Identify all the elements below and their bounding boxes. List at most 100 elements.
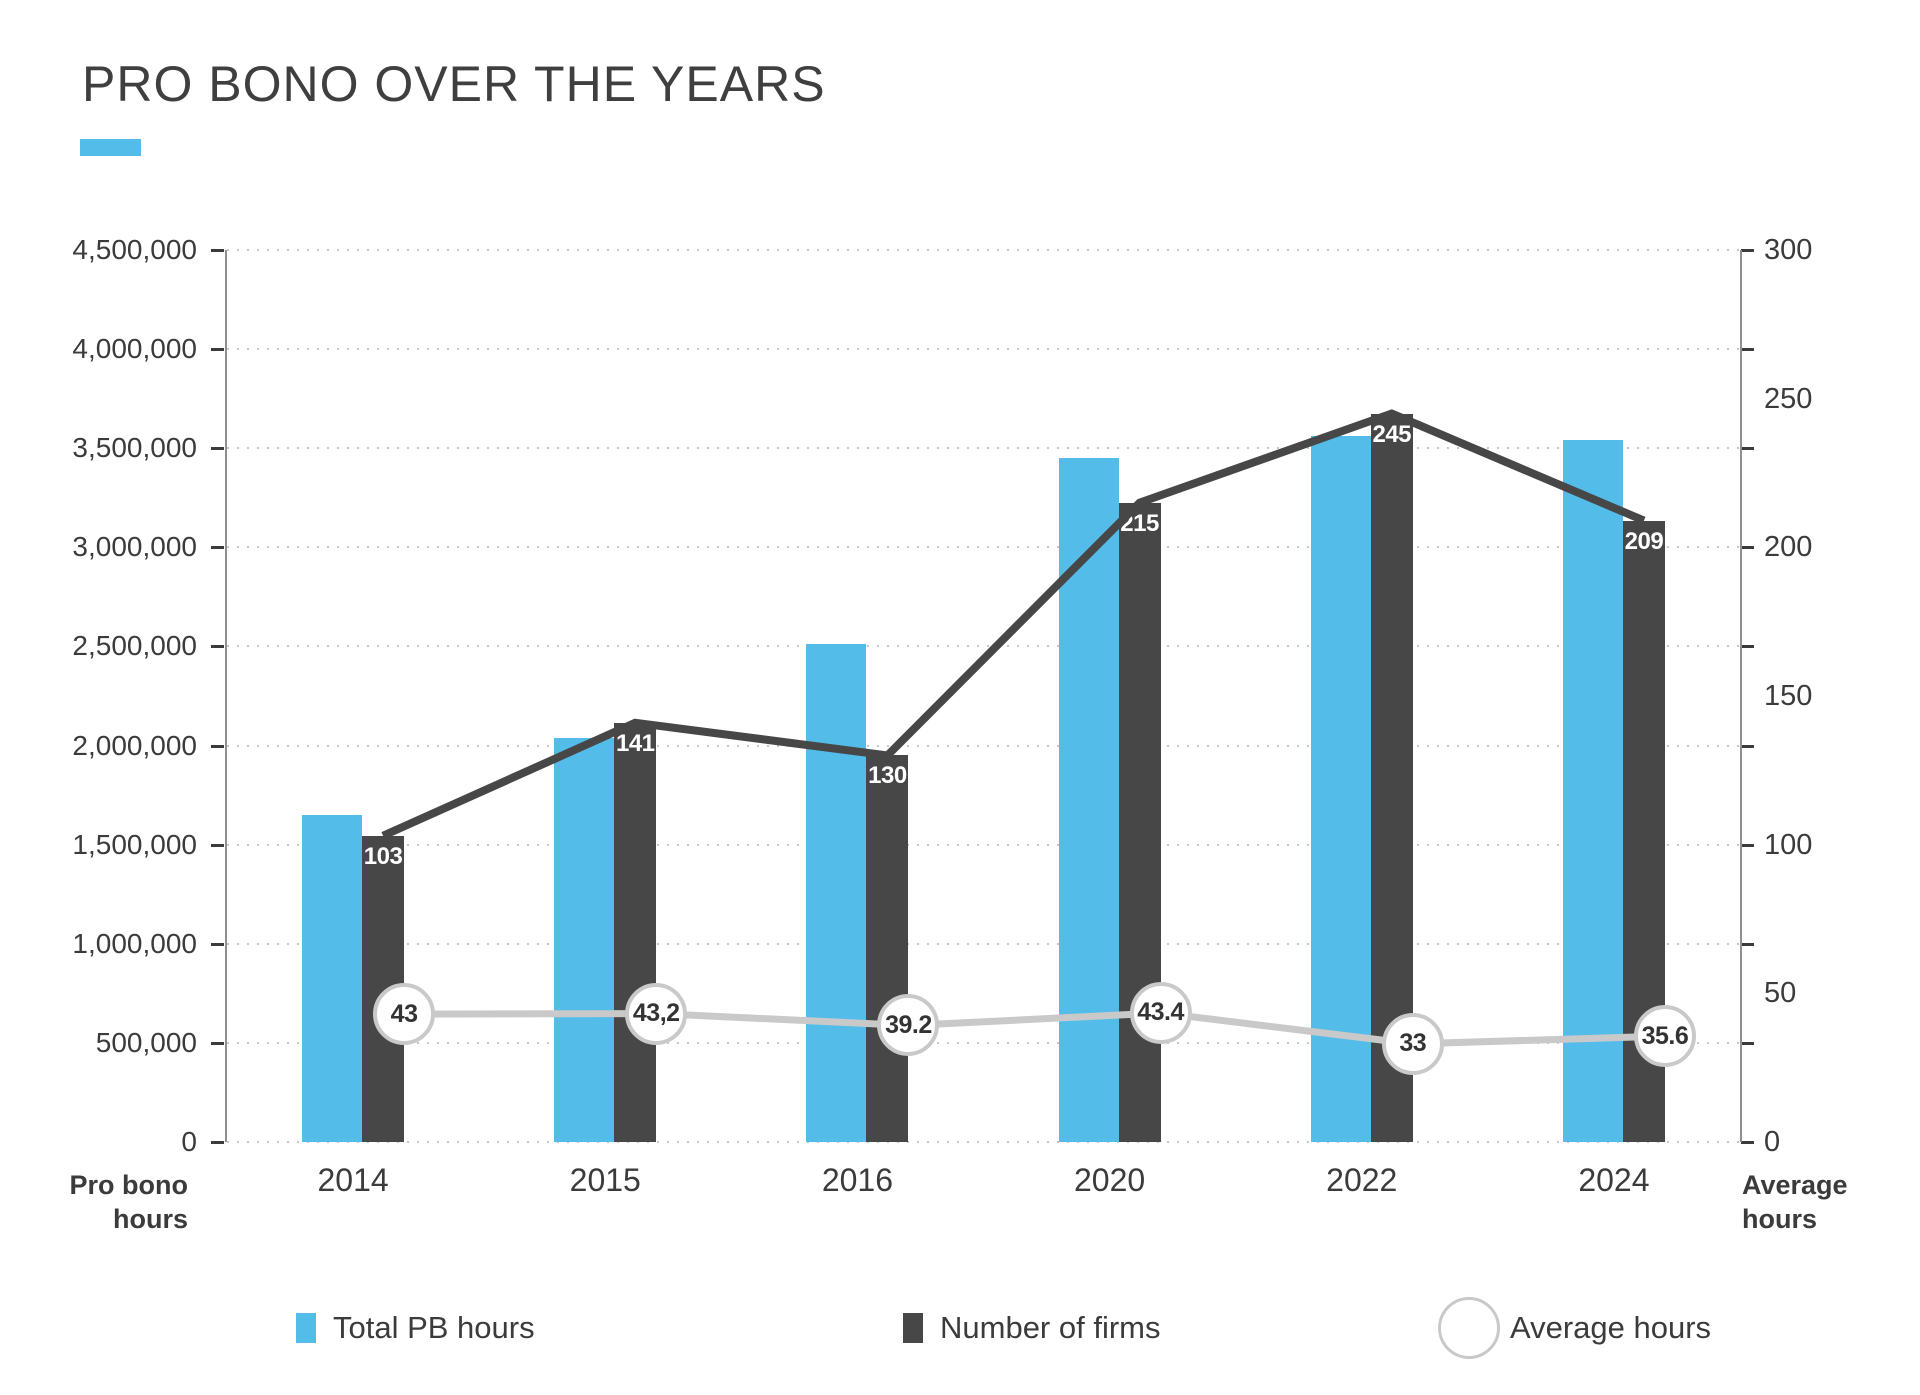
right-axis-tick xyxy=(1741,942,1754,946)
left-axis-tick-label: 0 xyxy=(181,1126,197,1157)
average-hours-marker: 35.6 xyxy=(1633,1005,1696,1068)
bar-total-pb-hours xyxy=(1562,440,1623,1142)
gridline xyxy=(227,1041,1740,1044)
right-axis-tick xyxy=(1741,843,1754,847)
right-axis-tick xyxy=(1741,1141,1754,1144)
average-hours-marker: 43 xyxy=(373,983,436,1046)
gridline xyxy=(227,645,1740,648)
average-hours-value-label: 43 xyxy=(390,999,418,1028)
bar-number-of-firms xyxy=(1118,502,1161,1142)
firm-count-label: 141 xyxy=(615,729,655,757)
firm-count-label: 209 xyxy=(1624,527,1664,555)
average-hours-value-label: 43.4 xyxy=(1137,998,1184,1027)
legend-label: Total PB hours xyxy=(333,1310,535,1345)
right-axis-caption-line1: Average xyxy=(1742,1170,1848,1200)
average-hours-value-label: 43,2 xyxy=(632,999,680,1028)
legend-label: Average hours xyxy=(1510,1310,1712,1345)
left-axis-tick xyxy=(211,447,224,451)
left-axis-tick xyxy=(211,348,224,352)
average-hours-marker: 43,2 xyxy=(625,982,688,1045)
x-axis-year-label: 2024 xyxy=(1578,1162,1650,1198)
bar-total-pb-hours xyxy=(554,737,615,1142)
right-axis-tick xyxy=(1741,1041,1754,1045)
left-axis-tick xyxy=(211,645,224,649)
legend-label: Number of firms xyxy=(940,1310,1161,1345)
gridline xyxy=(227,744,1740,747)
right-axis-tick xyxy=(1741,546,1754,550)
left-axis-tick xyxy=(211,942,224,946)
page-title: PRO BONO OVER THE YEARS xyxy=(82,56,826,112)
right-axis-line xyxy=(1740,250,1742,1142)
average-hours-marker: 33 xyxy=(1381,1012,1444,1075)
gridline xyxy=(227,843,1740,846)
gridline xyxy=(227,942,1740,945)
bar-total-pb-hours xyxy=(1310,436,1371,1142)
right-axis-tick xyxy=(1741,744,1754,748)
gridline xyxy=(227,447,1740,450)
gridline xyxy=(227,348,1740,351)
left-axis-tick-label: 1,500,000 xyxy=(72,828,197,860)
firm-count-label: 103 xyxy=(363,842,403,870)
bar-total-pb-hours xyxy=(1058,458,1119,1142)
right-axis-tick xyxy=(1741,645,1754,649)
left-axis-tick xyxy=(211,249,224,252)
legend: Total PB hours Number of firms Average h… xyxy=(0,1290,1920,1366)
x-axis-year-label: 2016 xyxy=(821,1162,893,1198)
bar-total-pb-hours xyxy=(806,644,867,1142)
right-axis-tick xyxy=(1741,348,1754,352)
legend-item-total-pb-hours: Total PB hours xyxy=(296,1290,535,1366)
legend-item-number-of-firms: Number of firms xyxy=(903,1290,1160,1366)
left-axis-tick-label: 2,500,000 xyxy=(72,630,197,662)
left-axis-caption-line2: hours xyxy=(112,1204,188,1234)
right-axis-tick xyxy=(1741,249,1754,252)
right-axis-tick-label: 300 xyxy=(1764,234,1813,266)
left-axis-line xyxy=(225,250,227,1142)
firm-count-label: 215 xyxy=(1120,509,1159,537)
firm-count-label: 245 xyxy=(1372,420,1412,448)
average-hours-value-label: 35.6 xyxy=(1641,1021,1689,1050)
average-hours-circle-icon xyxy=(1438,1297,1500,1359)
bar-total-pb-hours xyxy=(302,814,363,1142)
left-axis-tick-label: 3,500,000 xyxy=(72,432,197,464)
gridline xyxy=(227,249,1740,251)
x-axis-year-label: 2020 xyxy=(1073,1162,1146,1198)
bar-number-of-firms xyxy=(866,755,909,1142)
right-axis-caption-line2: hours xyxy=(1742,1204,1818,1234)
left-axis-tick xyxy=(211,744,224,748)
left-axis-tick-label: 4,000,000 xyxy=(72,333,197,365)
right-axis-tick-label: 100 xyxy=(1764,828,1813,861)
left-axis-caption-line1: Pro bono xyxy=(69,1170,188,1200)
x-axis-year-label: 2014 xyxy=(317,1162,389,1198)
right-axis-caption: Average hours xyxy=(1742,1168,1848,1236)
right-axis-tick-label: 250 xyxy=(1764,382,1813,415)
left-axis-caption: Pro bono hours xyxy=(40,1168,188,1236)
average-hours-marker: 39.2 xyxy=(877,994,940,1057)
total-pb-hours-swatch-icon xyxy=(296,1313,316,1343)
right-axis-tick xyxy=(1741,447,1754,451)
x-axis-year-label: 2015 xyxy=(569,1162,641,1198)
bar-number-of-firms xyxy=(614,722,657,1142)
average-hours-marker: 43.4 xyxy=(1129,981,1192,1044)
left-axis-tick-label: 2,000,000 xyxy=(72,729,197,761)
legend-item-average-hours: Average hours xyxy=(1438,1290,1711,1366)
gridline xyxy=(227,1141,1740,1143)
average-hours-value-label: 39.2 xyxy=(885,1010,932,1039)
gridline xyxy=(227,546,1740,549)
left-axis-tick-label: 4,500,000 xyxy=(72,234,197,265)
left-axis-tick-label: 500,000 xyxy=(95,1026,197,1058)
right-axis-tick-label: 150 xyxy=(1764,680,1813,712)
left-axis-tick xyxy=(211,1141,224,1144)
left-axis-tick-label: 1,000,000 xyxy=(72,927,197,959)
right-axis-tick-label: 0 xyxy=(1764,1126,1781,1158)
left-axis-tick xyxy=(211,546,224,550)
average-hours-value-label: 33 xyxy=(1399,1029,1427,1058)
right-axis-tick-label: 50 xyxy=(1764,977,1797,1010)
x-axis-year-label: 2022 xyxy=(1326,1162,1398,1198)
title-underline xyxy=(80,139,141,156)
left-axis-tick xyxy=(211,843,224,847)
left-axis-tick-label: 3,000,000 xyxy=(72,531,197,563)
number-of-firms-swatch-icon xyxy=(903,1313,923,1343)
right-axis-tick-label: 200 xyxy=(1764,531,1813,564)
left-axis-tick xyxy=(211,1041,224,1045)
